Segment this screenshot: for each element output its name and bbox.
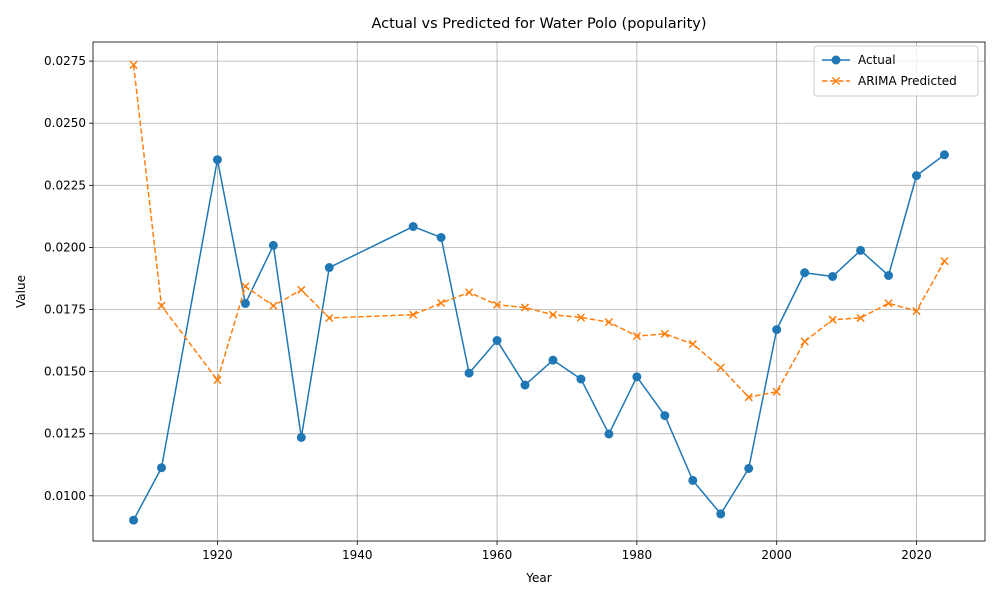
data-point-arima-predicted bbox=[241, 282, 250, 291]
y-tick-label: 0.0200 bbox=[44, 240, 86, 254]
data-point-arima-predicted bbox=[325, 313, 334, 323]
data-point-actual bbox=[856, 245, 866, 255]
legend-box bbox=[813, 45, 979, 97]
data-point-arima-predicted bbox=[884, 299, 893, 308]
grid bbox=[93, 42, 985, 541]
plot-frame bbox=[92, 41, 986, 542]
data-point-arima-predicted bbox=[940, 256, 949, 266]
data-point-arima-predicted bbox=[828, 315, 837, 324]
data-point-actual bbox=[828, 271, 838, 281]
data-point-arima-predicted bbox=[800, 337, 809, 346]
data-point-actual bbox=[548, 355, 558, 365]
data-point-arima-predicted bbox=[688, 339, 697, 349]
legend: Actual ARIMA Predicted bbox=[813, 45, 979, 97]
y-tick-label: 0.0175 bbox=[44, 303, 86, 317]
data-point-arima-predicted bbox=[548, 310, 558, 319]
series-arima-predicted bbox=[129, 60, 949, 402]
x-axis-label: Year bbox=[525, 571, 551, 585]
data-point-actual bbox=[576, 374, 586, 384]
data-point-actual bbox=[744, 463, 754, 473]
data-point-actual bbox=[911, 171, 921, 181]
data-point-actual bbox=[939, 150, 949, 160]
legend-label-actual: Actual bbox=[858, 53, 896, 67]
data-point-actual bbox=[520, 380, 530, 390]
y-axis-label: Value bbox=[14, 275, 28, 308]
data-point-arima-predicted bbox=[856, 313, 865, 323]
data-point-actual bbox=[716, 509, 726, 519]
x-tick-label: 1920 bbox=[202, 548, 233, 562]
data-point-actual bbox=[688, 475, 698, 485]
data-point-actual bbox=[436, 232, 446, 242]
data-point-actual bbox=[772, 325, 782, 335]
y-tick-label: 0.0125 bbox=[44, 427, 86, 441]
data-point-arima-predicted bbox=[772, 387, 781, 396]
data-point-actual bbox=[296, 432, 306, 442]
y-tick-label: 0.0250 bbox=[44, 116, 86, 130]
data-point-arima-predicted bbox=[716, 363, 725, 372]
series-actual bbox=[129, 150, 949, 525]
data-point-arima-predicted bbox=[409, 310, 418, 319]
x-tick-label: 2000 bbox=[761, 548, 792, 562]
y-tick-label: 0.0100 bbox=[44, 489, 86, 503]
data-point-actual bbox=[464, 368, 474, 378]
y-tick-label: 0.0275 bbox=[44, 54, 86, 68]
data-point-arima-predicted bbox=[213, 375, 222, 385]
x-tick-label: 1940 bbox=[342, 548, 373, 562]
chart-title: Actual vs Predicted for Water Polo (popu… bbox=[371, 16, 706, 32]
data-point-actual bbox=[604, 429, 614, 439]
ticks: 1920 1940 1960 1980 2000 2020 0.0100 0.0125 0.01… bbox=[44, 54, 932, 562]
data-point-actual bbox=[660, 411, 670, 421]
legend-marker-arima-predicted bbox=[831, 76, 841, 86]
data-point-actual bbox=[240, 299, 250, 309]
legend-label-arima-predicted: ARIMA Predicted bbox=[858, 74, 957, 88]
data-point-actual bbox=[632, 372, 642, 382]
y-tick-label: 0.0150 bbox=[44, 365, 86, 379]
data-point-arima-predicted bbox=[492, 300, 502, 309]
data-point-actual bbox=[129, 515, 139, 525]
data-point-arima-predicted bbox=[157, 301, 166, 310]
data-point-arima-predicted bbox=[744, 393, 753, 402]
data-point-arima-predicted bbox=[297, 285, 306, 295]
data-point-actual bbox=[268, 240, 278, 250]
data-point-actual bbox=[800, 268, 810, 278]
data-point-arima-predicted bbox=[604, 318, 614, 327]
data-point-actual bbox=[884, 270, 894, 280]
data-point-actual bbox=[408, 222, 418, 232]
data-point-actual bbox=[324, 263, 334, 273]
x-tick-label: 1980 bbox=[622, 548, 653, 562]
x-tick-label: 2020 bbox=[901, 548, 932, 562]
data-point-arima-predicted bbox=[129, 60, 138, 69]
x-tick-label: 1960 bbox=[482, 548, 513, 562]
data-point-arima-predicted bbox=[912, 306, 921, 316]
data-point-actual bbox=[492, 336, 502, 346]
data-point-arima-predicted bbox=[437, 298, 446, 308]
data-point-actual bbox=[212, 155, 222, 165]
y-tick-label: 0.0225 bbox=[44, 178, 86, 192]
data-point-arima-predicted bbox=[520, 303, 530, 312]
legend-marker-actual bbox=[831, 55, 841, 65]
series-layer bbox=[129, 60, 949, 525]
data-point-arima-predicted bbox=[269, 301, 278, 310]
legend-entries: Actual ARIMA Predicted bbox=[822, 53, 957, 88]
data-point-arima-predicted bbox=[464, 288, 474, 297]
data-point-actual bbox=[157, 463, 167, 473]
data-point-arima-predicted bbox=[576, 313, 586, 322]
data-point-arima-predicted bbox=[632, 331, 641, 341]
data-point-arima-predicted bbox=[660, 329, 669, 338]
